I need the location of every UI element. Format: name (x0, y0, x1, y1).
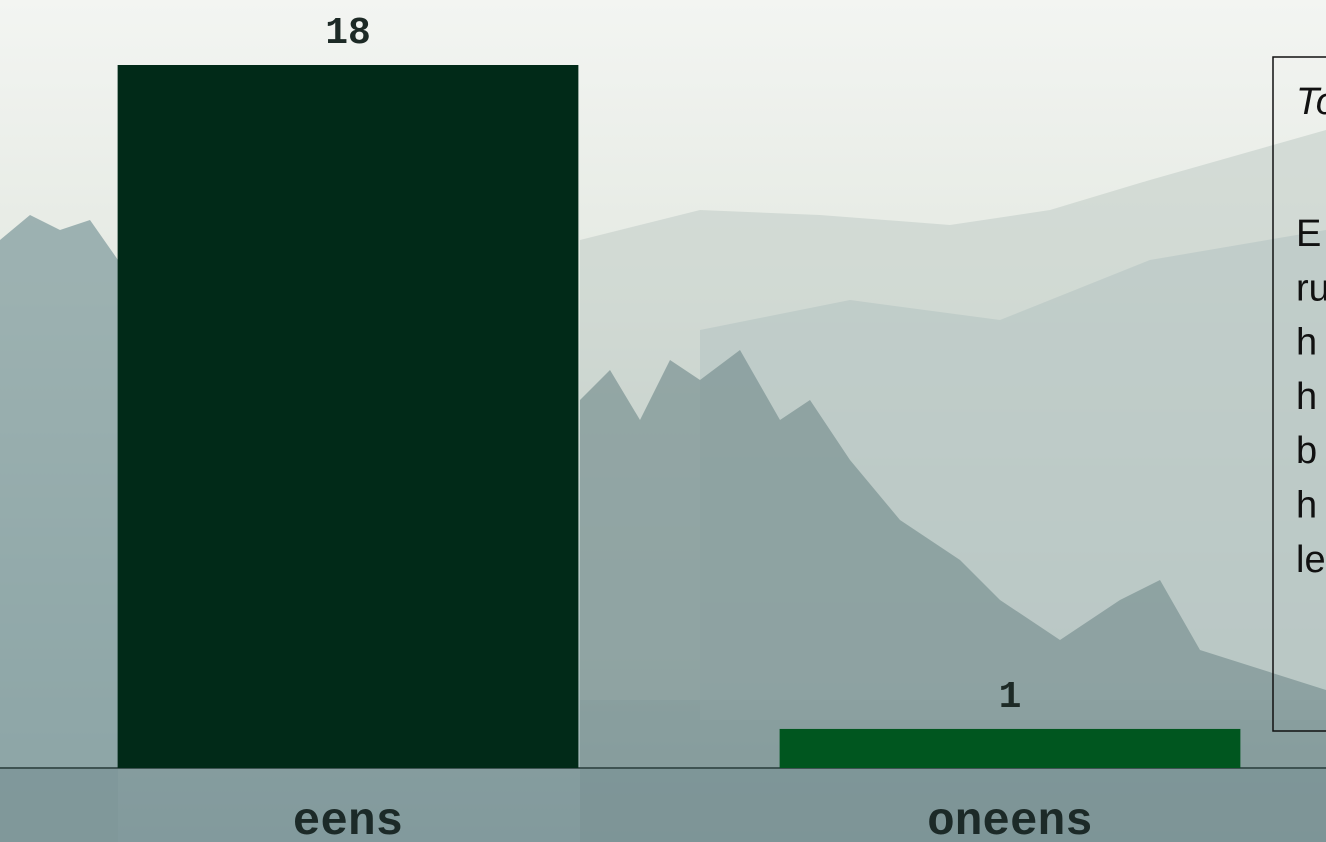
value-label: 18 (325, 12, 371, 55)
note-line: E (1296, 213, 1321, 255)
note-line: ru (1296, 267, 1326, 309)
bar (117, 65, 579, 768)
note-line: le (1296, 539, 1326, 581)
note-frame (1272, 56, 1326, 732)
bar (779, 728, 1241, 768)
note-box: To (1272, 56, 1326, 732)
note-title: To (1296, 81, 1326, 123)
note-line: h (1296, 376, 1317, 418)
x-tick-label: eens (293, 796, 403, 842)
note-line: h (1296, 322, 1317, 364)
note-line: h (1296, 485, 1317, 527)
note-line: b (1296, 430, 1317, 472)
x-tick-label: oneens (927, 796, 1093, 842)
value-label: 1 (999, 676, 1022, 719)
